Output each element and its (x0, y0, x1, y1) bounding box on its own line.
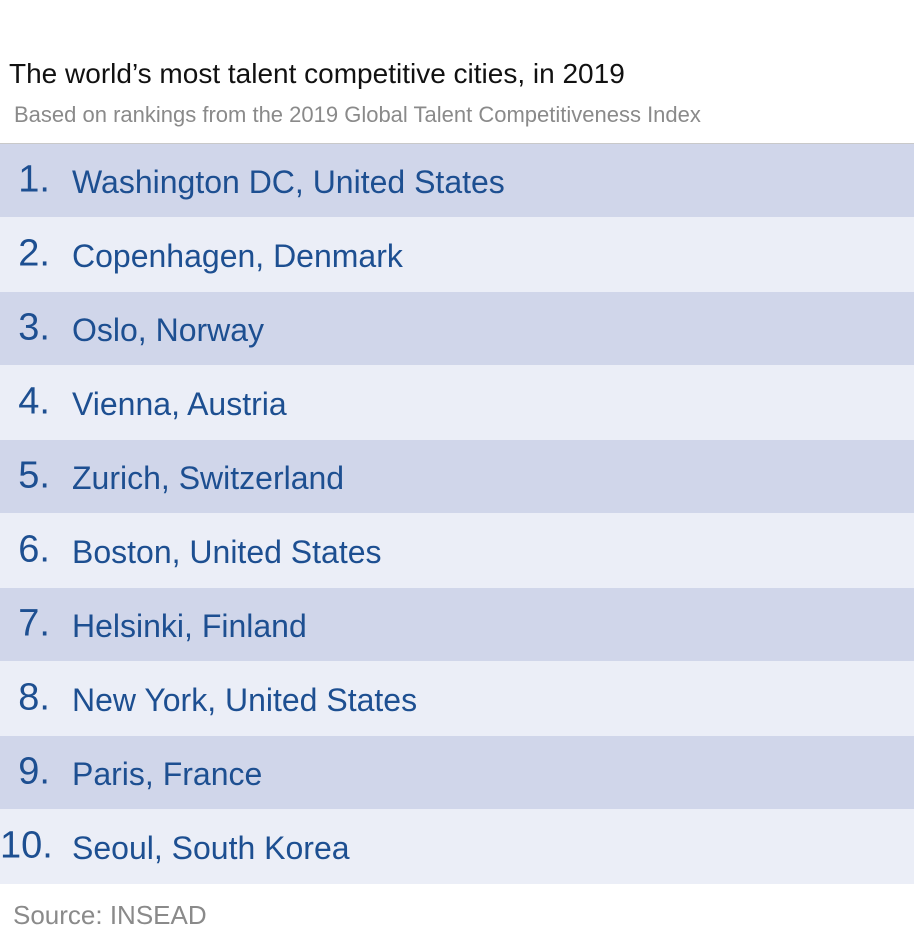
rank-number: 6. (18, 528, 50, 571)
table-row: 9. Paris, France (0, 736, 914, 809)
table-row: 4. Vienna, Austria (0, 365, 914, 440)
rank-number: 9. (18, 750, 50, 793)
table-row: 5. Zurich, Switzerland (0, 440, 914, 513)
city-name: Paris, France (72, 755, 263, 792)
chart-title: The world’s most talent competitive citi… (9, 58, 625, 89)
rank-number: 10. (0, 824, 53, 867)
city-name: Washington DC, United States (72, 163, 505, 200)
chart-subtitle: Based on rankings from the 2019 Global T… (14, 102, 701, 127)
table-row: 8. New York, United States (0, 661, 914, 736)
source-note: Source: INSEAD (13, 900, 207, 930)
rank-number: 7. (18, 602, 50, 645)
city-name: Oslo, Norway (72, 311, 265, 348)
city-name: Boston, United States (72, 533, 382, 570)
table-row: 6. Boston, United States (0, 513, 914, 588)
header-divider (0, 143, 914, 144)
rank-number: 1. (18, 158, 50, 201)
city-name: Copenhagen, Denmark (72, 237, 403, 274)
rank-number: 4. (18, 380, 50, 423)
city-name: Seoul, South Korea (72, 829, 350, 866)
city-name: Vienna, Austria (72, 385, 287, 422)
table-row: 1. Washington DC, United States (0, 144, 914, 217)
rank-number: 8. (18, 676, 50, 719)
table-row: 10. Seoul, South Korea (0, 809, 914, 884)
rank-number: 2. (18, 232, 50, 275)
rank-number: 5. (18, 454, 50, 497)
table-row: 3. Oslo, Norway (0, 292, 914, 365)
city-name: Zurich, Switzerland (72, 459, 345, 496)
table-row: 7. Helsinki, Finland (0, 588, 914, 661)
table-row: 2. Copenhagen, Denmark (0, 217, 914, 292)
city-name: New York, United States (72, 681, 418, 718)
city-name: Helsinki, Finland (72, 607, 307, 644)
ranking-table: 1. Washington DC, United States 2. Copenhag… (0, 144, 914, 884)
rank-number: 3. (18, 306, 50, 349)
